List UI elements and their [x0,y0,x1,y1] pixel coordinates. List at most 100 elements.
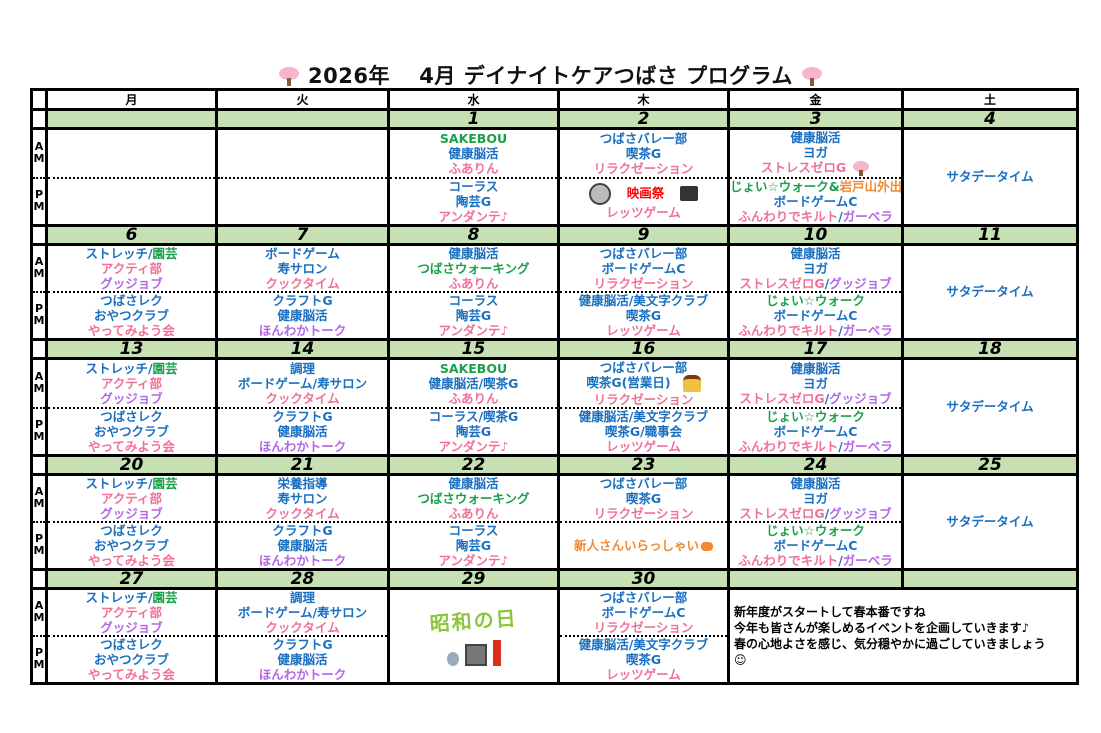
am-cell: 健康脳活 つばさウォーキング ふありん [387,472,560,523]
activity-text: 健康脳活 [448,245,499,261]
am-cell: 健康脳活 ヨガ ストレスゼロG/グッジョブ [727,472,904,523]
label-cell [30,567,48,590]
activity-text: ストレッチ/ [85,360,153,376]
pm-cell: コーラス 陶芸G アンダンテ♪ [387,176,560,227]
pm-cell: 新人さんいらっしゃい [557,520,730,571]
activity-text: つばさバレー部 [599,475,688,491]
activity-text: リラクゼーション [593,619,694,635]
activity-text: ふありん [448,505,499,521]
activity-line: ヨガ [732,261,900,276]
activity-line: ふんわりでキルト/ガーベラ [732,209,900,223]
activity-text: 園芸 [152,475,178,491]
activity-line: ほんわかトーク [220,439,386,453]
activity-line: つばさレク [50,409,214,423]
activity-text: レッツゲーム [606,666,681,682]
pm-cell [45,176,218,227]
am-cell: 健康脳活 ヨガ ストレスゼロG [727,127,904,179]
activity-text: リラクゼーション [593,275,694,291]
pm-cell: じょい☆ウォーク ボードゲームC ふんわりでキルト/ガーベラ [727,290,904,341]
activity-text: ヨガ [802,375,828,391]
activity-line: やってみよう会 [50,553,214,567]
activity-line: ふんわりでキルト/ガーベラ [732,322,900,338]
activity-line: やってみよう会 [50,323,214,337]
am-cell: 栄養指導 寿サロン クックタイム [215,472,390,523]
sakura-icon [801,67,823,87]
activity-line: 喫茶G [562,652,726,667]
activity-text: クックタイム [265,275,340,291]
am-label: A M [30,127,48,179]
activity-text: 健康脳活 [790,475,841,491]
activity-text: / [824,275,830,291]
activity-text: アンダンテ♪ [438,438,509,454]
activity-text: 健康脳活/美文字クラブ [578,292,709,308]
activity-line: 健康脳活 [392,477,556,491]
activity-text: アンダンテ♪ [438,322,509,338]
pm-cell: 映画祭 レッツゲーム [557,176,730,227]
saturday-cell: サタデータイム [901,472,1079,570]
am-row: A M ストレッチ/園芸 アクティ部 グッジョブ 栄養指導 寿サロン クックタイム 健康脳活つ… [30,472,1079,570]
am-label: A M [30,242,48,293]
activity-text: 陶芸G [455,537,492,553]
activity-text: ボードゲームC [773,307,858,323]
activity-text: ふありん [448,275,499,291]
activity-text: 園芸 [152,589,178,605]
date-cell [215,108,390,130]
saturday-text: サタデータイム [946,169,1034,185]
activity-line: 喫茶G [562,490,726,506]
holiday-cell: 昭和の日 [387,586,560,684]
activity-line: クックタイム [220,275,386,291]
activity-line: 喫茶G [562,146,726,161]
activity-line: ふんわりでキルト/ガーベラ [732,553,900,567]
am-cell: 健康脳活 ヨガ ストレスゼロG/グッジョブ [727,242,904,293]
activity-text: / [838,322,843,338]
date-cell: 9 [557,223,730,246]
tv-icon [464,644,487,666]
activity-text: アクティ部 [100,260,163,276]
am-row: A M ストレッチ/園芸 アクティ部 グッジョブ 調理 ボードゲーム/寿サロン クックタイム… [30,586,1079,684]
saturday-cell: サタデータイム [901,242,1079,340]
activity-line: ヨガ [732,491,900,506]
activity-text: ふんわりでキルト [738,322,839,338]
saturday-text: サタデータイム [946,399,1034,414]
am-cell [215,127,390,179]
date-row: 6 7 8 9 10 11 [30,223,1079,246]
activity-text: 喫茶G [625,490,662,506]
weekday-header: 土 [901,88,1079,111]
am-cell: ストレッチ/園芸 アクティ部 グッジョブ [45,356,218,409]
am-cell: つばさバレー部 喫茶G(営業日) リラクゼーション [557,356,730,409]
am-row: A M SAKEBOU 健康脳活 ふありん つばさバレー部 喫茶G リラクゼーション 健康脳活… [30,127,1079,226]
weekday-header: 火 [215,88,390,111]
activity-text: ふありん [448,160,499,176]
pm-cell: 健康脳活/美文字クラブ 喫茶G レッツゲーム [557,634,730,685]
date-cell: 28 [215,567,390,590]
activity-line: ストレスゼロG/グッジョブ [732,275,900,291]
am-cell: 健康脳活 ヨガ ストレスゼロG/グッジョブ [727,356,904,409]
am-cell: つばさバレー部 喫茶G リラクゼーション [557,472,730,523]
pm-row: P M コーラス 陶芸G アンダンテ♪ 映画祭 レッツゲーム じょい☆ウォーク&岩戸山外出ボ… [30,176,1078,227]
activity-line: ほんわかトーク [220,553,386,567]
activity-line: リラクゼーション [562,392,726,406]
activity-line: アクティ部 [50,605,214,620]
activity-text: じょい☆ウォーク [766,292,865,308]
activity-line: クラフトG [220,409,386,423]
activity-line: グッジョブ [50,276,214,290]
pm-cell: じょい☆ウォーク ボードゲームC ふんわりでキルト/ガーベラ [727,520,904,571]
date-cell: 22 [387,453,560,476]
activity-line: コーラス [392,179,556,193]
pm-row: P M つばさレク おやつクラブ やってみよう会 クラフトG 健康脳活 ほんわかトーク コーラ… [30,290,1078,341]
activity-line: つばさレク [50,523,214,537]
date-cell: 25 [901,453,1079,476]
am-cell: 健康脳活 つばさウォーキング ふありん [387,242,560,293]
label-cell [30,337,48,360]
activity-text: 健康脳活/美文字クラブ [578,636,709,652]
pm-cell: 健康脳活/美文字クラブ 喫茶G/職事会 レッツゲーム [557,406,730,457]
activity-text: ストレスゼロG [739,390,825,406]
saturday-text: サタデータイム [946,514,1034,529]
am-row: A M ストレッチ/園芸 アクティ部 グッジョブ 調理 ボードゲーム/寿サロン クックタイム… [30,356,1079,456]
saturday-cell: サタデータイム [901,356,1079,456]
activity-line: 健康脳活 [732,132,900,146]
activity-text: ストレッチ/ [85,245,153,261]
activity-text: 寿サロン [277,490,328,506]
activity-line: 調理 [220,361,386,376]
sakura-icon [852,160,870,176]
